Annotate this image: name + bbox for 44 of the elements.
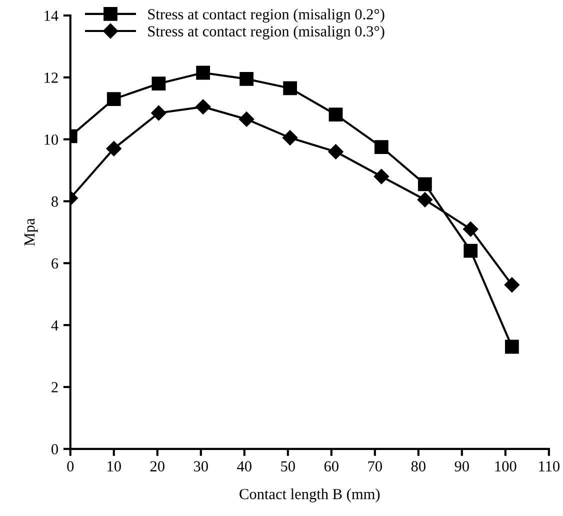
point: [464, 244, 478, 258]
point: [195, 99, 211, 114]
y-tick-label: 14: [44, 10, 58, 21]
point: [239, 112, 254, 127]
x-tick-label: 10: [108, 461, 121, 472]
x-tick-label: 30: [194, 461, 208, 472]
x-tick-label: 110: [539, 461, 560, 472]
x-tick-label: 70: [368, 461, 382, 472]
y-axis-title: Mpa: [24, 218, 38, 246]
x-tick-label: 0: [67, 461, 74, 472]
point: [151, 105, 166, 121]
point: [328, 108, 343, 122]
point: [283, 81, 298, 96]
point: [374, 168, 389, 184]
point: [505, 340, 519, 354]
point: [106, 92, 121, 106]
y-tick-label: 2: [52, 382, 58, 392]
x-tick-label: 50: [281, 461, 295, 472]
y-tick-label: 10: [44, 134, 58, 145]
x-tick-label: 40: [237, 461, 252, 472]
point: [282, 130, 298, 146]
x-axis-title: Contact length B (mm): [240, 488, 380, 502]
x-tick-label: 90: [454, 461, 469, 472]
y-tick-label: 12: [44, 72, 58, 83]
x-tick-label: 80: [411, 461, 426, 472]
y-tick-label: 8: [52, 196, 58, 207]
point: [240, 72, 254, 86]
point: [504, 277, 520, 292]
point: [418, 177, 432, 192]
y-tick-label: 4: [51, 320, 58, 330]
point: [463, 222, 478, 237]
point: [328, 144, 344, 160]
x-tick-label: 60: [324, 461, 338, 472]
x-tick-label: 100: [495, 461, 516, 472]
legend-label: Stress at contact region (misalign 0.2°): [148, 8, 384, 23]
legend-label: Stress at contact region (misalign 0.3°): [148, 26, 384, 40]
point: [196, 66, 210, 80]
point: [417, 192, 433, 208]
y-tick-label: 0: [52, 444, 58, 454]
x-tick-label: 20: [150, 461, 164, 472]
point: [152, 76, 166, 91]
y-tick-label: 6: [52, 258, 58, 269]
point: [106, 141, 122, 156]
point: [374, 140, 388, 154]
